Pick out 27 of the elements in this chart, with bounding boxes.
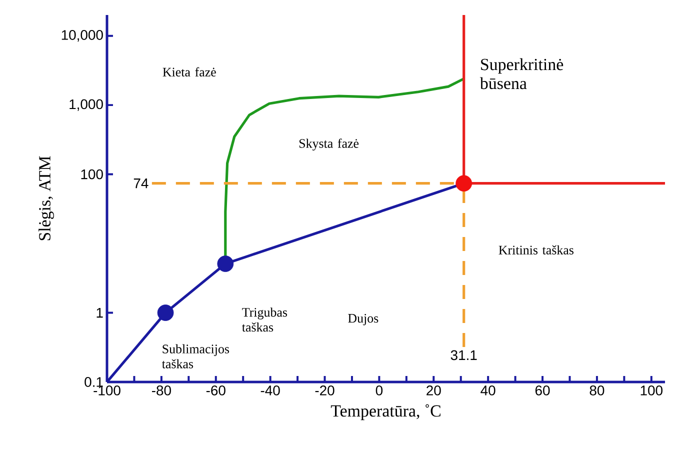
annotation: 31.1 bbox=[450, 350, 477, 360]
annotation: Kritinis taškas bbox=[498, 245, 574, 254]
y-tick-label: 0.1 bbox=[84, 377, 103, 387]
x-axis-title: Temperatūra, ˚C bbox=[330, 404, 440, 420]
annotation: Dujos bbox=[348, 314, 378, 326]
annotation: 74 bbox=[134, 178, 148, 188]
y-tick-label: 100 bbox=[81, 169, 103, 180]
x-tick-label: -80 bbox=[152, 386, 171, 396]
y-tick-label: 10,000 bbox=[62, 30, 103, 42]
annotation: Superkritinė būsena bbox=[480, 58, 564, 90]
annotation: Kieta fazė bbox=[162, 67, 216, 76]
x-tick-label: 80 bbox=[590, 386, 604, 396]
y-tick-label: 1 bbox=[96, 308, 103, 318]
annotation: Skysta fazė bbox=[299, 138, 359, 150]
x-tick-label: 20 bbox=[426, 386, 441, 396]
x-tick-label: 40 bbox=[480, 386, 496, 396]
y-tick-label: 1,000 bbox=[70, 99, 103, 111]
annotation: Sublimacijos taškas bbox=[162, 344, 230, 368]
x-tick-label: -40 bbox=[260, 386, 280, 396]
x-tick-label: 60 bbox=[535, 386, 550, 396]
annotation: Trigubas taškas bbox=[242, 308, 288, 332]
x-tick-label: -100 bbox=[94, 386, 120, 396]
x-tick-label: -60 bbox=[206, 386, 226, 396]
x-tick-label: 100 bbox=[640, 386, 662, 396]
y-axis-title: Slėgis, ATM bbox=[38, 156, 54, 240]
x-tick-label: 0 bbox=[376, 386, 383, 396]
x-tick-label: -20 bbox=[315, 386, 334, 396]
